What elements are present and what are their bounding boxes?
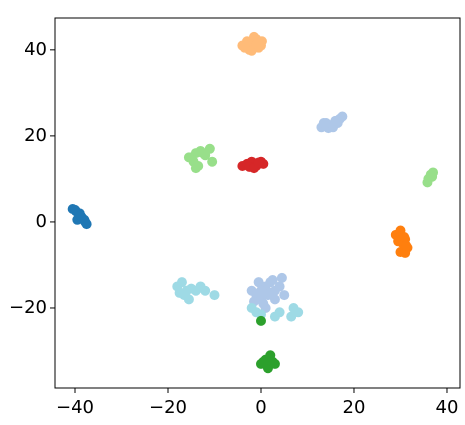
point xyxy=(246,302,257,313)
y-tick-label: −20 xyxy=(9,297,47,318)
x-tick-label: 0 xyxy=(255,397,266,418)
y-tick-label: 0 xyxy=(36,211,47,232)
point xyxy=(253,157,264,168)
point xyxy=(267,356,278,367)
point xyxy=(337,111,348,122)
point xyxy=(251,39,262,50)
point xyxy=(197,148,208,159)
point xyxy=(253,277,264,288)
point xyxy=(207,156,218,167)
point xyxy=(399,231,410,242)
point xyxy=(318,117,329,128)
plot-frame xyxy=(54,17,461,389)
point xyxy=(209,290,220,301)
point xyxy=(265,287,276,298)
point xyxy=(276,272,287,283)
point xyxy=(183,294,194,305)
point xyxy=(401,240,412,251)
point xyxy=(427,171,438,182)
point xyxy=(267,275,278,286)
point xyxy=(174,287,185,298)
point xyxy=(255,285,266,296)
y-tick-label: 40 xyxy=(24,39,47,60)
point xyxy=(274,281,285,292)
point xyxy=(400,247,411,258)
y-tick-label: 20 xyxy=(24,125,47,146)
point xyxy=(258,356,269,367)
point xyxy=(190,163,201,174)
point xyxy=(274,307,285,318)
point xyxy=(279,290,290,301)
x-tick-label: 20 xyxy=(343,397,366,418)
point xyxy=(183,152,194,163)
point xyxy=(286,311,297,322)
x-tick-label: −40 xyxy=(56,397,94,418)
point xyxy=(80,216,91,227)
x-tick-label: −20 xyxy=(149,397,187,418)
point xyxy=(176,277,187,288)
x-tick-label: 40 xyxy=(436,397,459,418)
point xyxy=(255,315,266,326)
point xyxy=(195,281,206,292)
